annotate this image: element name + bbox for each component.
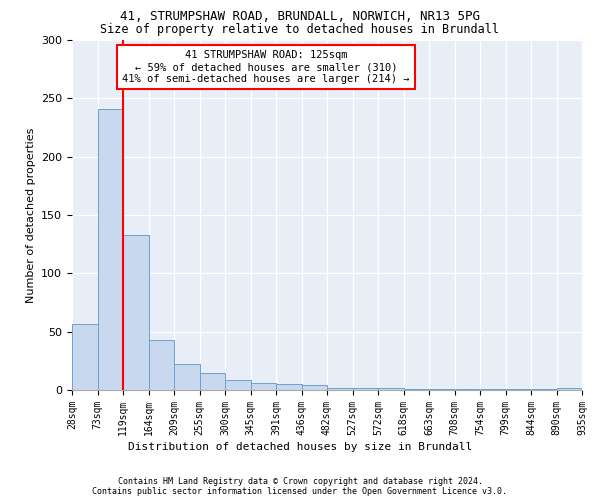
Text: Contains public sector information licensed under the Open Government Licence v3: Contains public sector information licen… [92,488,508,496]
Bar [149,340,174,390]
Bar [404,389,429,390]
Bar [72,324,97,390]
Bar [123,235,149,390]
Bar [225,380,251,390]
Bar [505,389,531,390]
Bar [429,389,455,390]
Text: 41 STRUMPSHAW ROAD: 125sqm
← 59% of detached houses are smaller (310)
41% of sem: 41 STRUMPSHAW ROAD: 125sqm ← 59% of deta… [122,50,410,84]
Bar [327,388,353,390]
Bar [557,388,582,390]
Y-axis label: Number of detached properties: Number of detached properties [26,128,35,302]
Bar [97,109,123,390]
Bar [531,389,557,390]
Text: Contains HM Land Registry data © Crown copyright and database right 2024.: Contains HM Land Registry data © Crown c… [118,478,482,486]
Bar [174,364,199,390]
Bar [455,389,480,390]
Bar [199,372,225,390]
Bar [302,386,327,390]
Bar [276,384,302,390]
Bar [353,388,378,390]
Bar [251,383,276,390]
Text: Distribution of detached houses by size in Brundall: Distribution of detached houses by size … [128,442,472,452]
Bar [480,389,505,390]
Text: Size of property relative to detached houses in Brundall: Size of property relative to detached ho… [101,22,499,36]
Bar [378,388,404,390]
Text: 41, STRUMPSHAW ROAD, BRUNDALL, NORWICH, NR13 5PG: 41, STRUMPSHAW ROAD, BRUNDALL, NORWICH, … [120,10,480,23]
